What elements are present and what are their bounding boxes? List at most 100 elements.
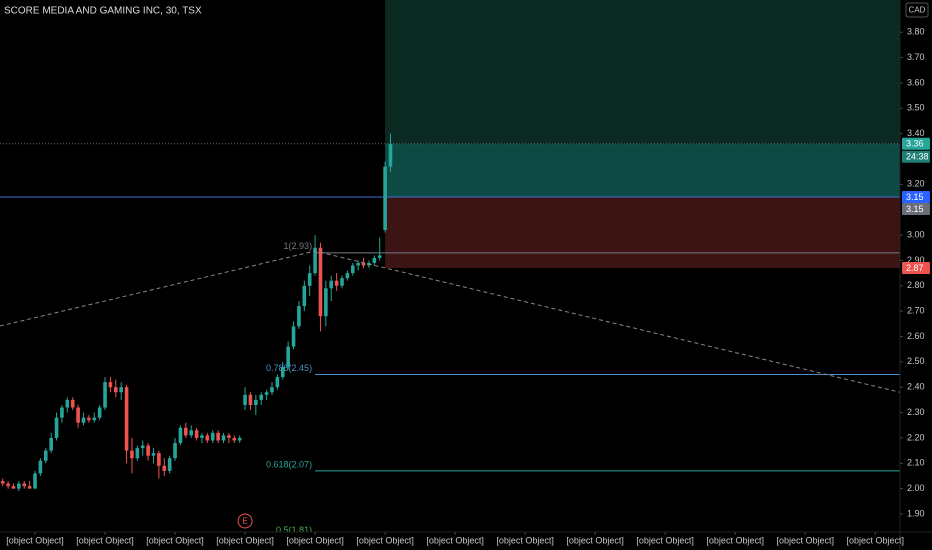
candle-body bbox=[216, 432, 220, 441]
candle-body bbox=[43, 450, 48, 461]
candle-body bbox=[97, 407, 102, 418]
candle-body bbox=[0, 481, 5, 484]
candle-body bbox=[356, 262, 360, 266]
candle-body bbox=[108, 382, 113, 388]
y-tick-label: 2.70 bbox=[907, 306, 925, 316]
candle-body bbox=[291, 326, 296, 347]
candle-body bbox=[119, 387, 123, 393]
profit-zone bbox=[385, 143, 900, 198]
x-tick-label: [object Object] bbox=[496, 535, 554, 545]
candle-body bbox=[140, 445, 145, 449]
candle-body bbox=[221, 435, 226, 441]
candle-body bbox=[162, 465, 167, 471]
entry-badge: 3.15 bbox=[906, 204, 924, 214]
candle-body bbox=[135, 448, 140, 459]
entry-badge-bg bbox=[902, 203, 930, 216]
candle-body bbox=[361, 262, 366, 266]
x-tick-label: [object Object] bbox=[636, 535, 694, 545]
candle-body bbox=[259, 394, 264, 400]
candle-body bbox=[232, 437, 237, 441]
candle-body bbox=[280, 366, 285, 378]
currency-box bbox=[905, 2, 929, 18]
x-tick-label: [object Object] bbox=[776, 535, 834, 545]
candle-body bbox=[17, 483, 21, 489]
candle-body bbox=[329, 280, 334, 289]
stop-badge-bg bbox=[902, 262, 930, 275]
candle-body bbox=[318, 247, 323, 317]
candle-body bbox=[76, 407, 80, 423]
candle-body bbox=[200, 435, 204, 438]
earnings-icon bbox=[237, 513, 253, 529]
candle-body bbox=[264, 392, 269, 395]
candle-body bbox=[65, 399, 70, 408]
candle-body bbox=[11, 486, 16, 489]
candle-body bbox=[313, 247, 317, 274]
x-axis-area bbox=[0, 532, 932, 550]
y-tick-label: 3.70 bbox=[907, 52, 925, 62]
candle-body bbox=[151, 453, 156, 456]
candle-body bbox=[54, 417, 59, 438]
candle-body bbox=[22, 483, 27, 487]
currency: CAD bbox=[909, 6, 926, 15]
y-tick-label: 2.10 bbox=[907, 458, 925, 468]
candle-body bbox=[248, 394, 253, 405]
candle-body bbox=[383, 166, 387, 230]
candle-body bbox=[49, 437, 53, 451]
target-area-top bbox=[385, 0, 900, 144]
alert-badge: 3.15 bbox=[906, 192, 924, 202]
x-tick-label: [object Object] bbox=[146, 535, 204, 545]
candle-body bbox=[194, 430, 199, 438]
candle-body bbox=[297, 306, 301, 327]
x-tick-label: [object Object] bbox=[846, 535, 904, 545]
candle-body bbox=[270, 387, 274, 393]
candle-body bbox=[350, 265, 355, 274]
candle-body bbox=[33, 473, 37, 489]
trend-line bbox=[0, 250, 932, 401]
candle-body bbox=[60, 407, 64, 418]
candle-body bbox=[237, 437, 242, 441]
x-tick-label: [object Object] bbox=[216, 535, 274, 545]
candle-body bbox=[243, 394, 247, 405]
candle-body bbox=[38, 460, 43, 474]
fib-label: 0.5(1.81) bbox=[276, 525, 312, 535]
candle-body bbox=[324, 288, 328, 317]
candle-body bbox=[103, 382, 107, 408]
y-tick-label: 2.30 bbox=[907, 407, 925, 417]
y-tick-label: 3.00 bbox=[907, 229, 925, 239]
y-tick-label: 2.50 bbox=[907, 356, 925, 366]
x-tick-label: [object Object] bbox=[706, 535, 764, 545]
candle-body bbox=[87, 417, 91, 421]
alert-badge-bg bbox=[902, 191, 930, 204]
y-tick-label: 2.00 bbox=[907, 483, 925, 493]
y-tick-label: 3.40 bbox=[907, 128, 925, 138]
candle-body bbox=[157, 453, 161, 466]
candle-body bbox=[189, 430, 194, 436]
y-tick-label: 3.50 bbox=[907, 103, 925, 113]
candle-body bbox=[340, 278, 344, 286]
candle-body bbox=[388, 143, 393, 167]
y-tick-label: 2.20 bbox=[907, 432, 925, 442]
countdown-badge: 24:38 bbox=[906, 152, 929, 162]
candle-body bbox=[302, 285, 307, 307]
candle-body bbox=[377, 255, 382, 258]
y-tick-label: 3.60 bbox=[907, 77, 925, 87]
candle-body bbox=[178, 427, 183, 443]
candle-body bbox=[227, 435, 231, 438]
y-tick-label: 2.40 bbox=[907, 382, 925, 392]
chart-title: SCORE MEDIA AND GAMING INC, 30, TSX bbox=[4, 6, 202, 17]
candle-body bbox=[205, 435, 210, 441]
y-axis-area bbox=[900, 0, 932, 550]
candle-body bbox=[167, 458, 172, 471]
candle-body bbox=[6, 483, 10, 487]
y-tick-label: 2.90 bbox=[907, 255, 925, 265]
y-tick-label: 1.90 bbox=[907, 508, 925, 518]
candle-body bbox=[92, 417, 97, 421]
plot: 1(2.93) 0.786(2.45) 0.618(2.07) 0.5(1.81) E bbox=[0, 133, 900, 538]
candle-body bbox=[113, 387, 118, 393]
candle-body bbox=[210, 432, 215, 441]
fib-label: 1(2.93) bbox=[284, 241, 313, 251]
y-tick-label: 2.60 bbox=[907, 331, 925, 341]
